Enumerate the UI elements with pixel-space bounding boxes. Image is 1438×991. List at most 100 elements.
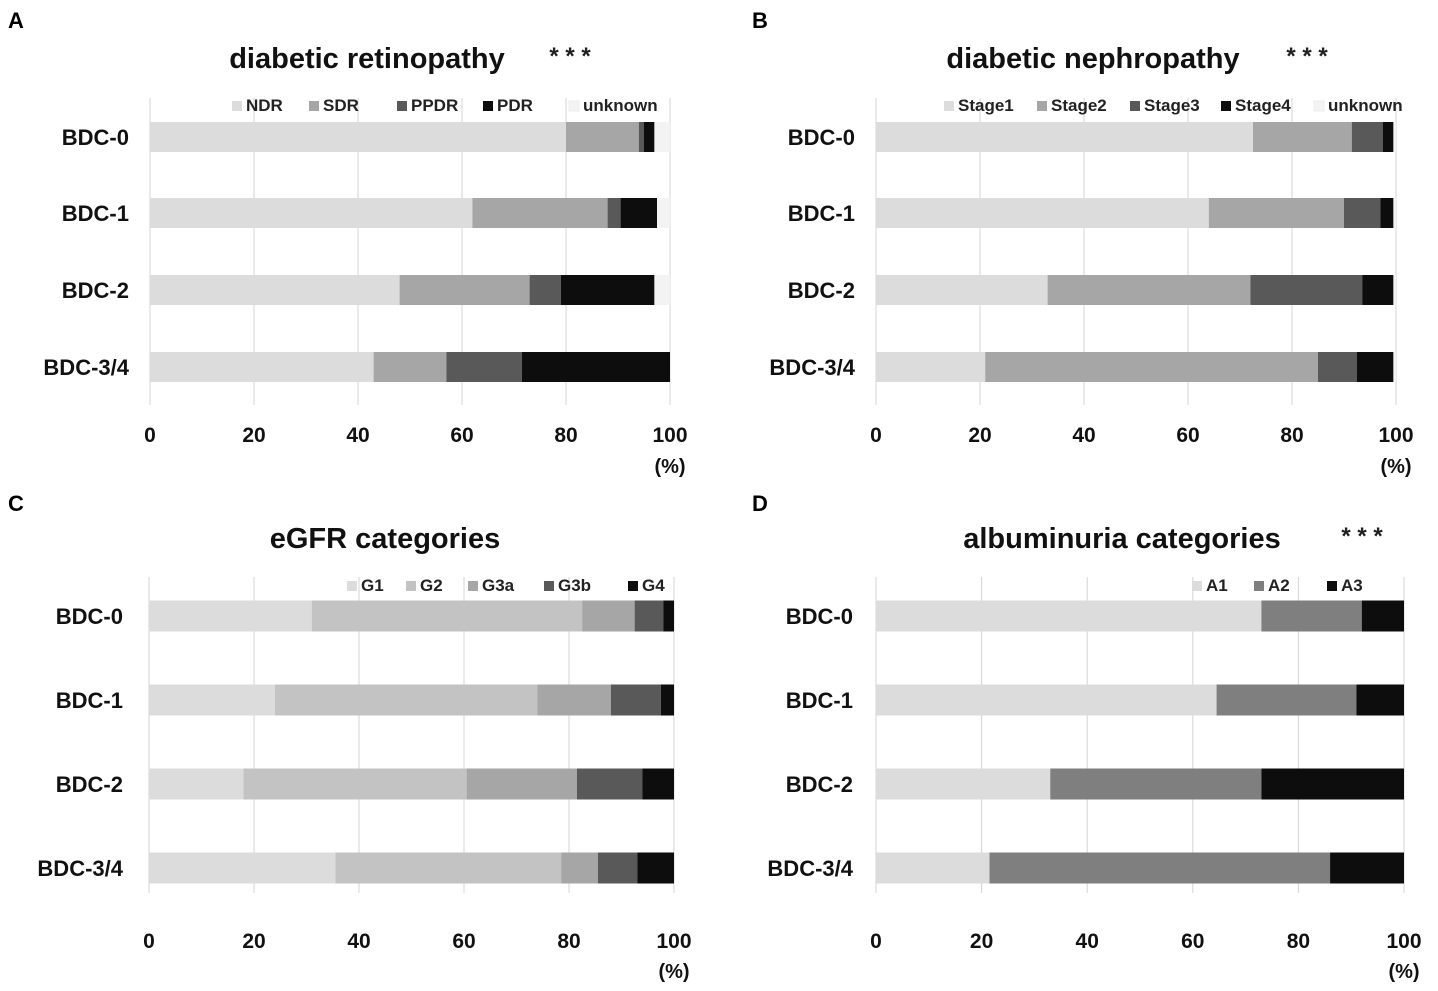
bar-segment-a1-bdc-0 [876,600,1262,632]
bar-segment-sdr-bdc-3-4 [373,352,447,382]
legend-swatch [568,100,580,112]
bar-segment-a3-bdc-0 [1361,600,1404,632]
bar-segment-ndr-bdc-3-4 [150,352,374,382]
panel-letter: A [8,8,24,33]
bar-segment-pdr-bdc-0 [644,122,655,152]
bar-segment-pdr-bdc-2 [560,275,655,305]
category-label: BDC-0 [62,125,129,150]
x-tick-label: 80 [1287,930,1310,953]
bar-segment-sdr-bdc-2 [399,275,530,305]
bar-segment-stage1-bdc-3-4 [876,352,986,382]
bar-segment-unknown-bdc-0 [654,122,670,152]
x-tick-label: 100 [1378,424,1413,447]
legend-label: G1 [361,576,384,595]
bar-segment-a3-bdc-1 [1356,684,1404,716]
chart-title: eGFR categories [270,523,500,555]
bar-segment-g1-bdc-2 [149,768,244,800]
x-tick-label: 80 [554,424,577,447]
bar-segment-ppdr-bdc-2 [529,275,561,305]
significance-stars: * * * [1341,523,1383,550]
bar-segment-unknown-bdc-1 [1393,198,1396,228]
legend-swatch [232,101,242,111]
bar-segment-stage3-bdc-0 [1351,122,1383,152]
legend-item-a1: A1 [1192,576,1228,595]
bar-segment-a3-bdc-2 [1261,768,1404,800]
legend-label: PPDR [411,96,458,115]
category-label: BDC-2 [788,278,855,303]
x-unit-label: (%) [1388,961,1419,983]
x-tick-label: 20 [242,930,265,953]
legend-label: A3 [1341,576,1363,595]
category-label: BDC-2 [786,772,853,797]
bar-segment-a3-bdc-3-4 [1330,852,1404,884]
bar-segment-unknown-bdc-1 [657,198,670,228]
bar-segment-g3b-bdc-0 [634,600,664,632]
legend-label: unknown [583,96,658,115]
bar-segment-g1-bdc-0 [149,600,312,632]
bar-segment-stage4-bdc-1 [1380,198,1394,228]
legend-swatch [1221,101,1231,111]
legend-item-a3: A3 [1327,576,1363,595]
chart-title: albuminuria categories [963,523,1281,555]
category-label: BDC-2 [62,278,129,303]
category-label: BDC-3/4 [37,856,123,881]
x-tick-label: 60 [452,930,475,953]
significance-stars: * * * [549,43,591,70]
legend-item-stage1: Stage1 [944,96,1014,115]
legend-swatch [1037,101,1047,111]
significance-stars: * * * [1286,43,1328,70]
legend-label: G2 [420,576,443,595]
bar-segment-unknown-bdc-0 [1393,122,1396,152]
legend-label: G4 [642,576,665,595]
bar-segment-ppdr-bdc-0 [638,122,644,152]
x-tick-label: 20 [970,930,993,953]
x-tick-label: 60 [1176,424,1199,447]
bar-segment-stage1-bdc-0 [876,122,1253,152]
x-tick-label: 0 [144,424,156,447]
legend-swatch [628,581,638,591]
bar-segment-stage3-bdc-3-4 [1318,352,1357,382]
bar-segment-g2-bdc-0 [311,600,583,632]
x-tick-label: 0 [870,424,882,447]
legend-label: Stage4 [1235,96,1291,115]
category-label: BDC-2 [56,772,123,797]
bar-segment-stage3-bdc-2 [1250,275,1363,305]
x-tick-label: 80 [1280,424,1303,447]
legend-item-a2: A2 [1254,576,1290,595]
bar-segment-ppdr-bdc-1 [607,198,621,228]
legend-item-stage4: Stage4 [1221,96,1291,115]
bar-segment-stage2-bdc-0 [1253,122,1352,152]
legend-item-g1: G1 [347,576,384,595]
bar-segment-g1-bdc-1 [149,684,275,716]
bar-segment-g4-bdc-2 [642,768,674,800]
x-tick-label: 60 [450,424,473,447]
bar-segment-stage4-bdc-2 [1362,275,1394,305]
bar-segment-stage1-bdc-1 [876,198,1209,228]
bar-segment-g3a-bdc-1 [537,684,611,716]
x-unit-label: (%) [658,961,689,983]
x-tick-label: 100 [1386,930,1421,953]
bar-segment-unknown-bdc-3-4 [1393,352,1396,382]
legend-swatch [1130,101,1140,111]
legend-label: A2 [1268,576,1290,595]
x-tick-label: 60 [1181,930,1204,953]
legend-label: unknown [1328,96,1403,115]
bar-segment-stage3-bdc-1 [1344,198,1381,228]
x-tick-label: 20 [242,424,265,447]
category-label: BDC-0 [786,604,853,629]
bar-segment-a2-bdc-1 [1216,684,1357,716]
bar-segment-ndr-bdc-1 [150,198,473,228]
bar-segment-g3b-bdc-3-4 [597,852,638,884]
category-label: BDC-3/4 [43,355,129,380]
legend-label: G3b [558,576,591,595]
chart-title: diabetic nephropathy [946,43,1239,75]
x-unit-label: (%) [654,456,685,478]
bar-segment-g4-bdc-1 [660,684,674,716]
bar-segment-g1-bdc-3-4 [149,852,336,884]
category-label: BDC-3/4 [769,355,855,380]
bar-segment-stage4-bdc-3-4 [1357,352,1394,382]
